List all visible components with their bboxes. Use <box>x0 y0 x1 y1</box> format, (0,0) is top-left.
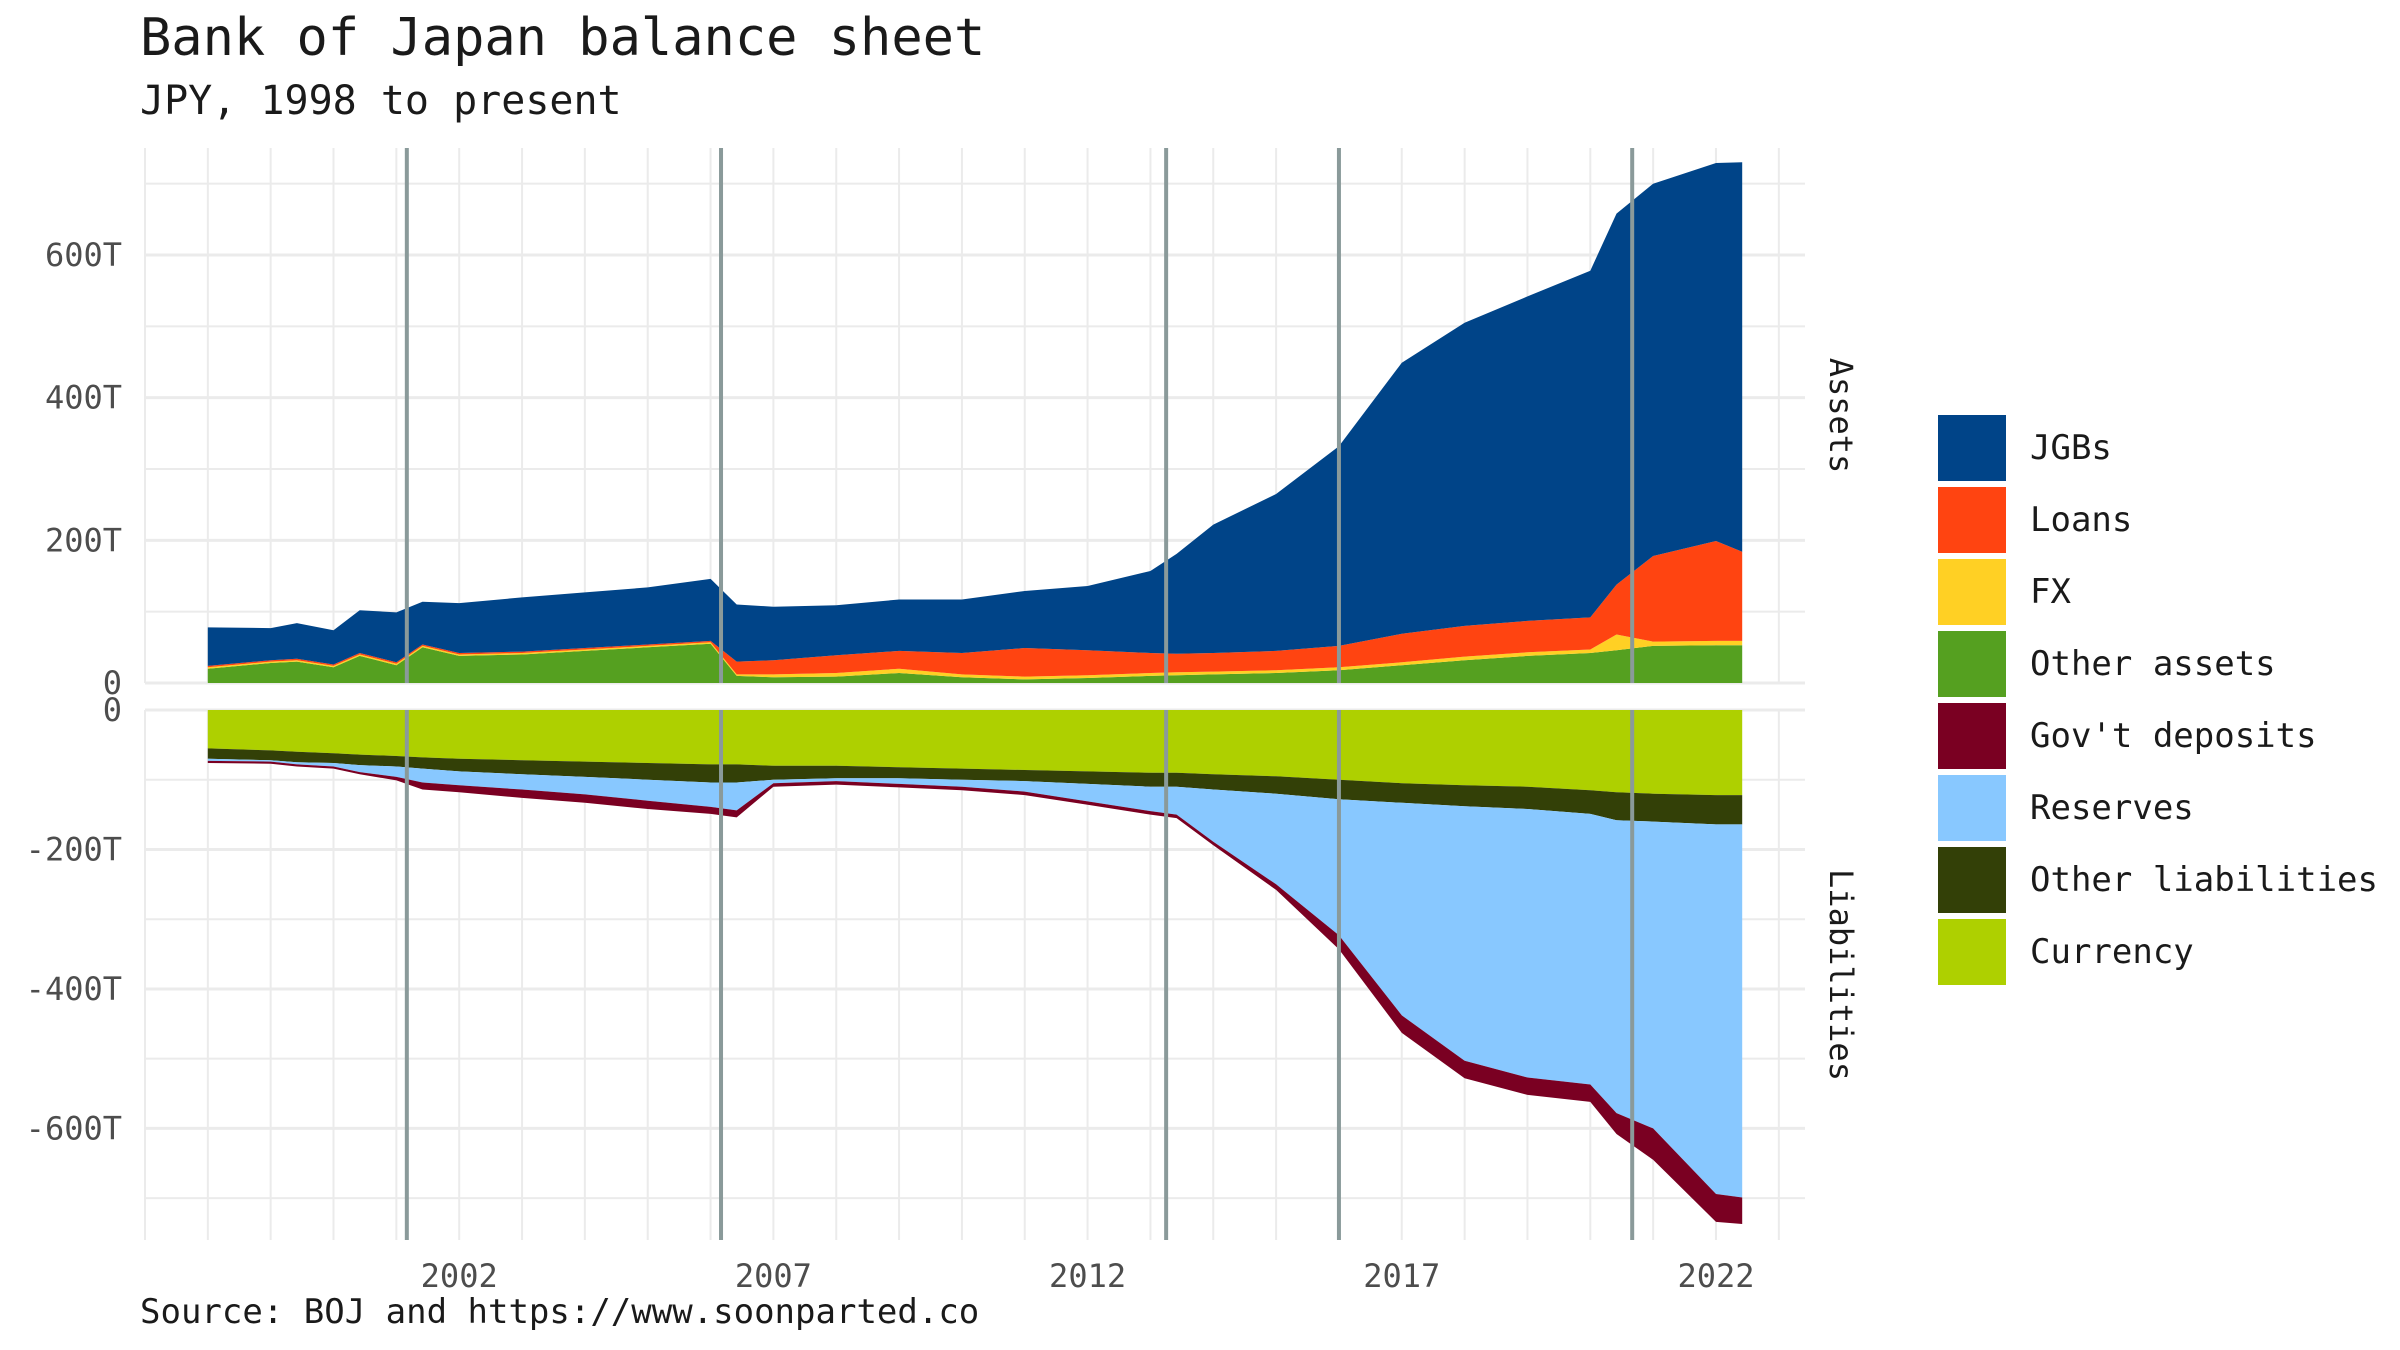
assets-area-other-assets <box>207 643 1743 683</box>
legend-swatch <box>1938 631 2006 697</box>
legend-swatch <box>1938 415 2006 481</box>
x-tick-label: 2022 <box>1677 1257 1754 1295</box>
legend-label: JGBs <box>2030 428 2112 468</box>
legend-item-other-assets: Other assets <box>1938 628 2378 700</box>
x-tick-label: 2002 <box>421 1257 498 1295</box>
liabilities-area-other-liabilities <box>207 748 1743 825</box>
assets-area-loans <box>207 541 1743 677</box>
legend-swatch <box>1938 775 2006 841</box>
legend-swatch <box>1938 703 2006 769</box>
legend-label: Currency <box>2030 932 2194 972</box>
legend-item-other-liabilities: Other liabilities <box>1938 844 2378 916</box>
facet-label-assets: Assets <box>1822 358 1860 474</box>
assets-y-tick-label: 600T <box>45 236 122 274</box>
legend-swatch <box>1938 487 2006 553</box>
legend-label: Loans <box>2030 500 2133 540</box>
x-tick-label: 2012 <box>1049 1257 1126 1295</box>
legend-label: Other assets <box>2030 644 2276 684</box>
assets-area-jgbs <box>207 162 1743 666</box>
legend-label: Gov't deposits <box>2030 716 2317 756</box>
legend-item-jgbs: JGBs <box>1938 412 2378 484</box>
facet-label-liabilities: Liabilities <box>1822 869 1860 1081</box>
legend-item-currency: Currency <box>1938 916 2378 988</box>
liabilities-y-tick-label: -600T <box>26 1109 122 1147</box>
liabilities-y-tick-label: 0 <box>103 691 122 729</box>
assets-area-fx <box>207 634 1743 680</box>
legend-label: Other liabilities <box>2030 860 2378 900</box>
x-tick-label: 2017 <box>1363 1257 1440 1295</box>
liabilities-y-tick-label: -400T <box>26 970 122 1008</box>
assets-y-tick-label: 400T <box>45 379 122 417</box>
legend-label: Reserves <box>2030 788 2194 828</box>
legend-item-gov-t-deposits: Gov't deposits <box>1938 700 2378 772</box>
legend-swatch <box>1938 919 2006 985</box>
x-tick-label: 2007 <box>735 1257 812 1295</box>
assets-y-tick-label: 200T <box>45 521 122 559</box>
chart-subtitle: JPY, 1998 to present <box>140 78 622 124</box>
legend-item-reserves: Reserves <box>1938 772 2378 844</box>
legend-label: FX <box>2030 572 2071 612</box>
liabilities-y-tick-label: -200T <box>26 830 122 868</box>
liabilities-area-reserves <box>207 758 1743 1198</box>
legend-item-loans: Loans <box>1938 484 2378 556</box>
legend: JGBs Loans FX Other assets Gov't deposits Res… <box>1938 412 2378 988</box>
legend-swatch <box>1938 847 2006 913</box>
chart-title: Bank of Japan balance sheet <box>140 8 986 68</box>
legend-swatch <box>1938 559 2006 625</box>
legend-item-fx: FX <box>1938 556 2378 628</box>
assets-y-tick-label: 0 <box>103 664 122 702</box>
liabilities-area-currency <box>207 710 1743 796</box>
source-caption: Source: BOJ and https://www.soonparted.c… <box>140 1292 980 1332</box>
